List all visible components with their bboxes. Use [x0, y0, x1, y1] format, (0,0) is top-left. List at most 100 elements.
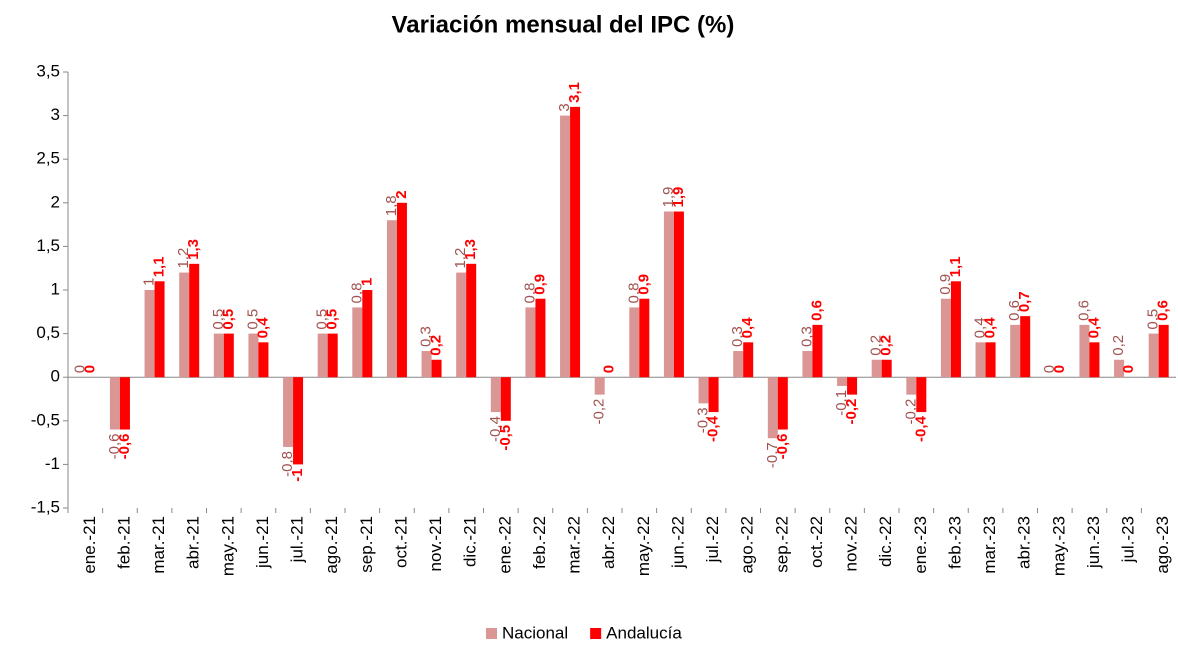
bar [248, 333, 259, 378]
data-label: 0,2 [428, 335, 445, 356]
bar [283, 377, 294, 447]
data-label: 0,9 [531, 274, 548, 295]
x-tick-label: may.-22 [634, 516, 653, 576]
y-tick-label: 2 [51, 192, 60, 211]
bar [698, 377, 709, 404]
bar [916, 377, 927, 413]
bar [1020, 316, 1031, 378]
bar [1079, 324, 1090, 378]
x-tick-label: ago.-22 [738, 516, 757, 574]
bar [663, 211, 674, 378]
data-label: 1,9 [670, 187, 687, 208]
bar [906, 377, 917, 395]
bar [109, 377, 120, 430]
data-label: 0,3 [798, 326, 815, 347]
bar [871, 359, 882, 378]
bar [881, 359, 892, 378]
bar [629, 307, 640, 378]
bar [327, 333, 338, 378]
bar [1148, 333, 1159, 378]
data-label: -0,6 [774, 434, 791, 460]
y-tick-label: 0 [51, 367, 60, 386]
bar [1010, 324, 1021, 378]
bar [466, 263, 477, 378]
x-tick-label: jun.-23 [1084, 516, 1103, 569]
x-tick-label: mar.-23 [980, 516, 999, 574]
data-label: 0,6 [1155, 300, 1172, 321]
data-label: 0,9 [635, 274, 652, 295]
data-label: 0,8 [348, 283, 365, 304]
data-label: 0,5 [210, 309, 227, 330]
bar [144, 290, 155, 378]
bar [362, 290, 373, 378]
bar [421, 351, 432, 378]
data-label: -1 [289, 468, 306, 481]
bar [1089, 342, 1100, 378]
x-tick-label: oct.-21 [391, 516, 410, 568]
x-tick-label: jul.-22 [703, 516, 722, 563]
bar [673, 211, 684, 378]
bar [1114, 359, 1125, 378]
data-label: 0,5 [244, 309, 261, 330]
y-tick-label: 1 [51, 279, 60, 298]
x-tick-label: ene.-22 [495, 516, 514, 574]
data-label: 0 [601, 365, 618, 373]
bar [223, 333, 234, 378]
y-tick-label: -1,5 [31, 497, 60, 516]
y-tick-label: 3,5 [36, 61, 60, 80]
data-label: 0 [1120, 365, 1137, 373]
bar [812, 324, 823, 378]
data-label: -0,2 [902, 399, 919, 425]
legend-label: Nacional [502, 623, 568, 642]
data-label: 0,3 [418, 326, 435, 347]
x-tick-label: jul.-21 [288, 516, 307, 563]
x-tick-label: sep.-22 [772, 516, 791, 573]
x-tick-label: ene.-21 [80, 516, 99, 574]
bar [154, 281, 165, 378]
data-label: 1,2 [175, 248, 192, 269]
bar [733, 351, 744, 378]
data-label: 2 [393, 190, 410, 198]
data-label: 0,4 [739, 317, 756, 339]
bar [560, 115, 571, 378]
data-label: 1,2 [452, 248, 469, 269]
data-label: 0,8 [625, 283, 642, 304]
bar [743, 342, 754, 378]
data-label: 0,4 [254, 317, 271, 339]
x-tick-label: jun.-22 [668, 516, 687, 569]
y-tick-label: -0,5 [31, 410, 60, 429]
x-tick-label: abr.-22 [599, 516, 618, 569]
bar [777, 377, 788, 430]
x-tick-label: may.-21 [218, 516, 237, 576]
data-label: 1 [141, 278, 158, 286]
x-tick-label: mar.-21 [149, 516, 168, 574]
x-tick-label: may.-23 [1049, 516, 1068, 576]
data-label: 0,6 [1006, 300, 1023, 321]
bar [570, 106, 581, 378]
y-tick-label: 3 [51, 105, 60, 124]
bar [500, 377, 511, 421]
data-label: 1,3 [185, 239, 202, 260]
data-label: -0,2 [843, 399, 860, 425]
data-label: -0,4 [705, 415, 722, 442]
legend-label: Andalucía [606, 623, 682, 642]
bar [258, 342, 269, 378]
data-label: 1,1 [947, 256, 964, 277]
bar [985, 342, 996, 378]
data-label: 0,4 [1085, 317, 1102, 339]
x-tick-label: feb.-21 [114, 516, 133, 569]
data-label: 1,3 [462, 239, 479, 260]
bar [847, 377, 858, 395]
x-tick-label: feb.-22 [530, 516, 549, 569]
bar [456, 272, 467, 378]
bar [594, 377, 605, 395]
y-tick-label: 2,5 [36, 149, 60, 168]
bar [950, 281, 961, 378]
data-label: 0,2 [1110, 335, 1127, 356]
data-label: 0,4 [982, 317, 999, 339]
bar [119, 377, 130, 430]
y-tick-label: 0,5 [36, 323, 60, 342]
data-label: 0,9 [937, 274, 954, 295]
data-label: -0,5 [497, 425, 514, 451]
